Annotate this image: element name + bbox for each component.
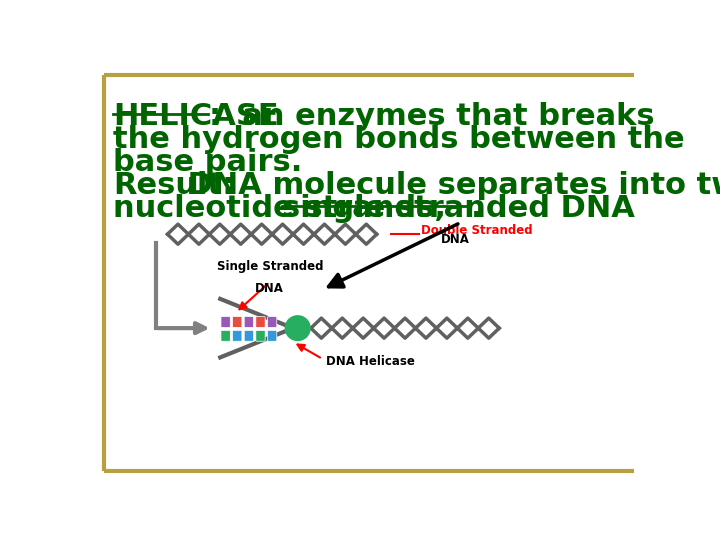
- Text: Double Stranded: Double Stranded: [421, 224, 533, 237]
- Text: DNA molecule separates into two: DNA molecule separates into two: [177, 171, 720, 200]
- Text: base pairs.: base pairs.: [113, 148, 302, 177]
- Text: HELICASE: HELICASE: [113, 102, 279, 131]
- FancyBboxPatch shape: [267, 316, 276, 327]
- Text: the hydrogen bonds between the: the hydrogen bonds between the: [113, 125, 685, 154]
- Text: .: .: [471, 194, 482, 223]
- FancyBboxPatch shape: [267, 330, 276, 341]
- Text: Single Stranded: Single Stranded: [217, 260, 323, 273]
- FancyBboxPatch shape: [221, 316, 230, 327]
- FancyBboxPatch shape: [244, 330, 253, 341]
- FancyBboxPatch shape: [244, 316, 253, 327]
- Text: Result:: Result:: [113, 171, 235, 200]
- Text: DNA Helicase: DNA Helicase: [326, 355, 415, 368]
- FancyBboxPatch shape: [233, 330, 242, 341]
- Text: single stranded DNA: single stranded DNA: [282, 194, 635, 223]
- Text: DNA: DNA: [441, 233, 470, 246]
- Text: :  an enzymes that breaks: : an enzymes that breaks: [209, 102, 654, 131]
- FancyBboxPatch shape: [233, 316, 242, 327]
- FancyBboxPatch shape: [256, 316, 265, 327]
- FancyBboxPatch shape: [256, 330, 265, 341]
- Text: DNA: DNA: [256, 282, 284, 295]
- FancyBboxPatch shape: [221, 330, 230, 341]
- Circle shape: [285, 316, 310, 340]
- Text: nucleotide strands,: nucleotide strands,: [113, 194, 457, 223]
